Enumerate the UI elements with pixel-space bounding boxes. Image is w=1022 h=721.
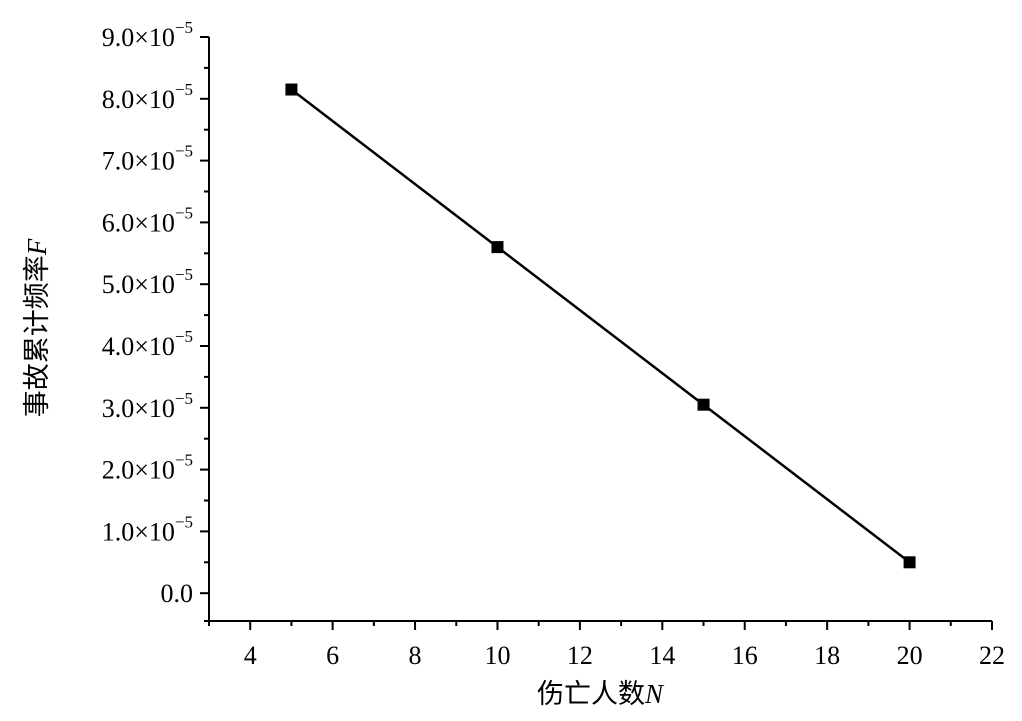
data-point-marker bbox=[903, 556, 916, 569]
y-tick-label: 4.0×10−5 bbox=[102, 327, 193, 361]
x-tick-label: 18 bbox=[814, 641, 840, 670]
x-tick-label: 4 bbox=[244, 641, 257, 670]
axis-titles: 伤亡人数N 事故累计频率F bbox=[22, 238, 665, 710]
x-tick-label: 12 bbox=[567, 641, 593, 670]
x-ticks: 4 6 8 10 12 14 16 18 20 22 bbox=[208, 621, 1005, 670]
y-tick-label: 0.0 bbox=[161, 579, 194, 608]
x-tick-label: 16 bbox=[732, 641, 758, 670]
series-line bbox=[290, 88, 911, 564]
series bbox=[285, 83, 916, 569]
y-axis-title: 事故累计频率F bbox=[22, 238, 53, 417]
axes bbox=[208, 37, 992, 622]
y-tick-label: 2.0×10−5 bbox=[102, 451, 193, 485]
data-point-marker bbox=[697, 398, 710, 411]
data-point-marker bbox=[491, 241, 504, 254]
y-tick-label: 9.0×10−5 bbox=[102, 18, 193, 52]
x-tick-label: 14 bbox=[649, 641, 675, 670]
y-ticks: 9.0×10−5 8.0×10−5 7.0×10−5 6.0×10−5 5.0×10−5… bbox=[102, 18, 209, 622]
x-tick-label: 20 bbox=[897, 641, 923, 670]
data-point-marker bbox=[285, 83, 298, 96]
y-tick-label: 6.0×10−5 bbox=[102, 203, 193, 237]
y-tick-label: 1.0×10−5 bbox=[102, 512, 193, 546]
x-tick-label: 22 bbox=[979, 641, 1005, 670]
y-tick-label: 5.0×10−5 bbox=[102, 265, 193, 299]
y-tick-label: 8.0×10−5 bbox=[102, 80, 193, 114]
x-tick-label: 10 bbox=[484, 641, 510, 670]
y-tick-label: 7.0×10−5 bbox=[102, 142, 193, 176]
x-axis-title: 伤亡人数N bbox=[537, 679, 665, 710]
x-tick-label: 6 bbox=[326, 641, 339, 670]
y-tick-label: 3.0×10−5 bbox=[102, 389, 193, 423]
x-tick-label: 8 bbox=[409, 641, 422, 670]
